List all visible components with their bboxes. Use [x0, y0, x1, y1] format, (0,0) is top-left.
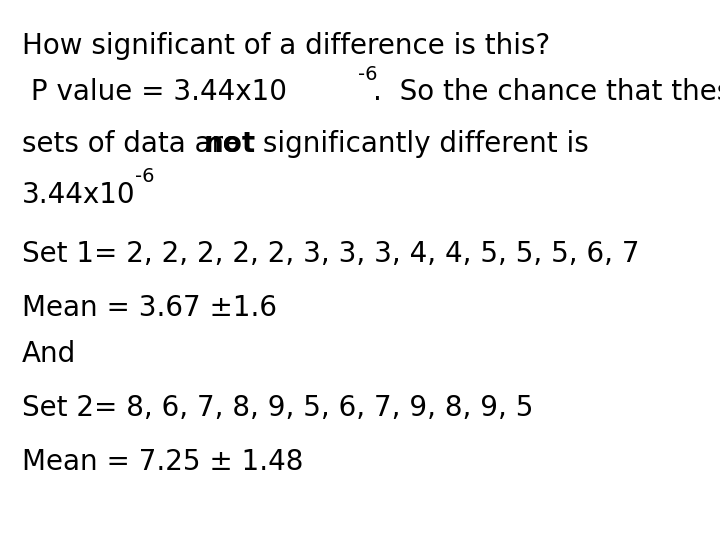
Text: -6: -6	[358, 65, 377, 84]
Text: Mean = 3.67 ±1.6: Mean = 3.67 ±1.6	[22, 294, 276, 322]
Text: P value = 3.44x10: P value = 3.44x10	[22, 78, 287, 106]
Text: Set 1= 2, 2, 2, 2, 2, 3, 3, 3, 4, 4, 5, 5, 5, 6, 7: Set 1= 2, 2, 2, 2, 2, 3, 3, 3, 4, 4, 5, …	[22, 240, 639, 268]
Text: -6: -6	[135, 167, 154, 186]
Text: 3.44x10: 3.44x10	[22, 181, 135, 209]
Text: How significant of a difference is this?: How significant of a difference is this?	[22, 32, 550, 60]
Text: significantly different is: significantly different is	[254, 130, 589, 158]
Text: And: And	[22, 340, 76, 368]
Text: sets of data are: sets of data are	[22, 130, 248, 158]
Text: not: not	[204, 130, 256, 158]
Text: .  So the chance that these 2: . So the chance that these 2	[373, 78, 720, 106]
Text: Set 2= 8, 6, 7, 8, 9, 5, 6, 7, 9, 8, 9, 5: Set 2= 8, 6, 7, 8, 9, 5, 6, 7, 9, 8, 9, …	[22, 394, 533, 422]
Text: Mean = 7.25 ± 1.48: Mean = 7.25 ± 1.48	[22, 448, 303, 476]
